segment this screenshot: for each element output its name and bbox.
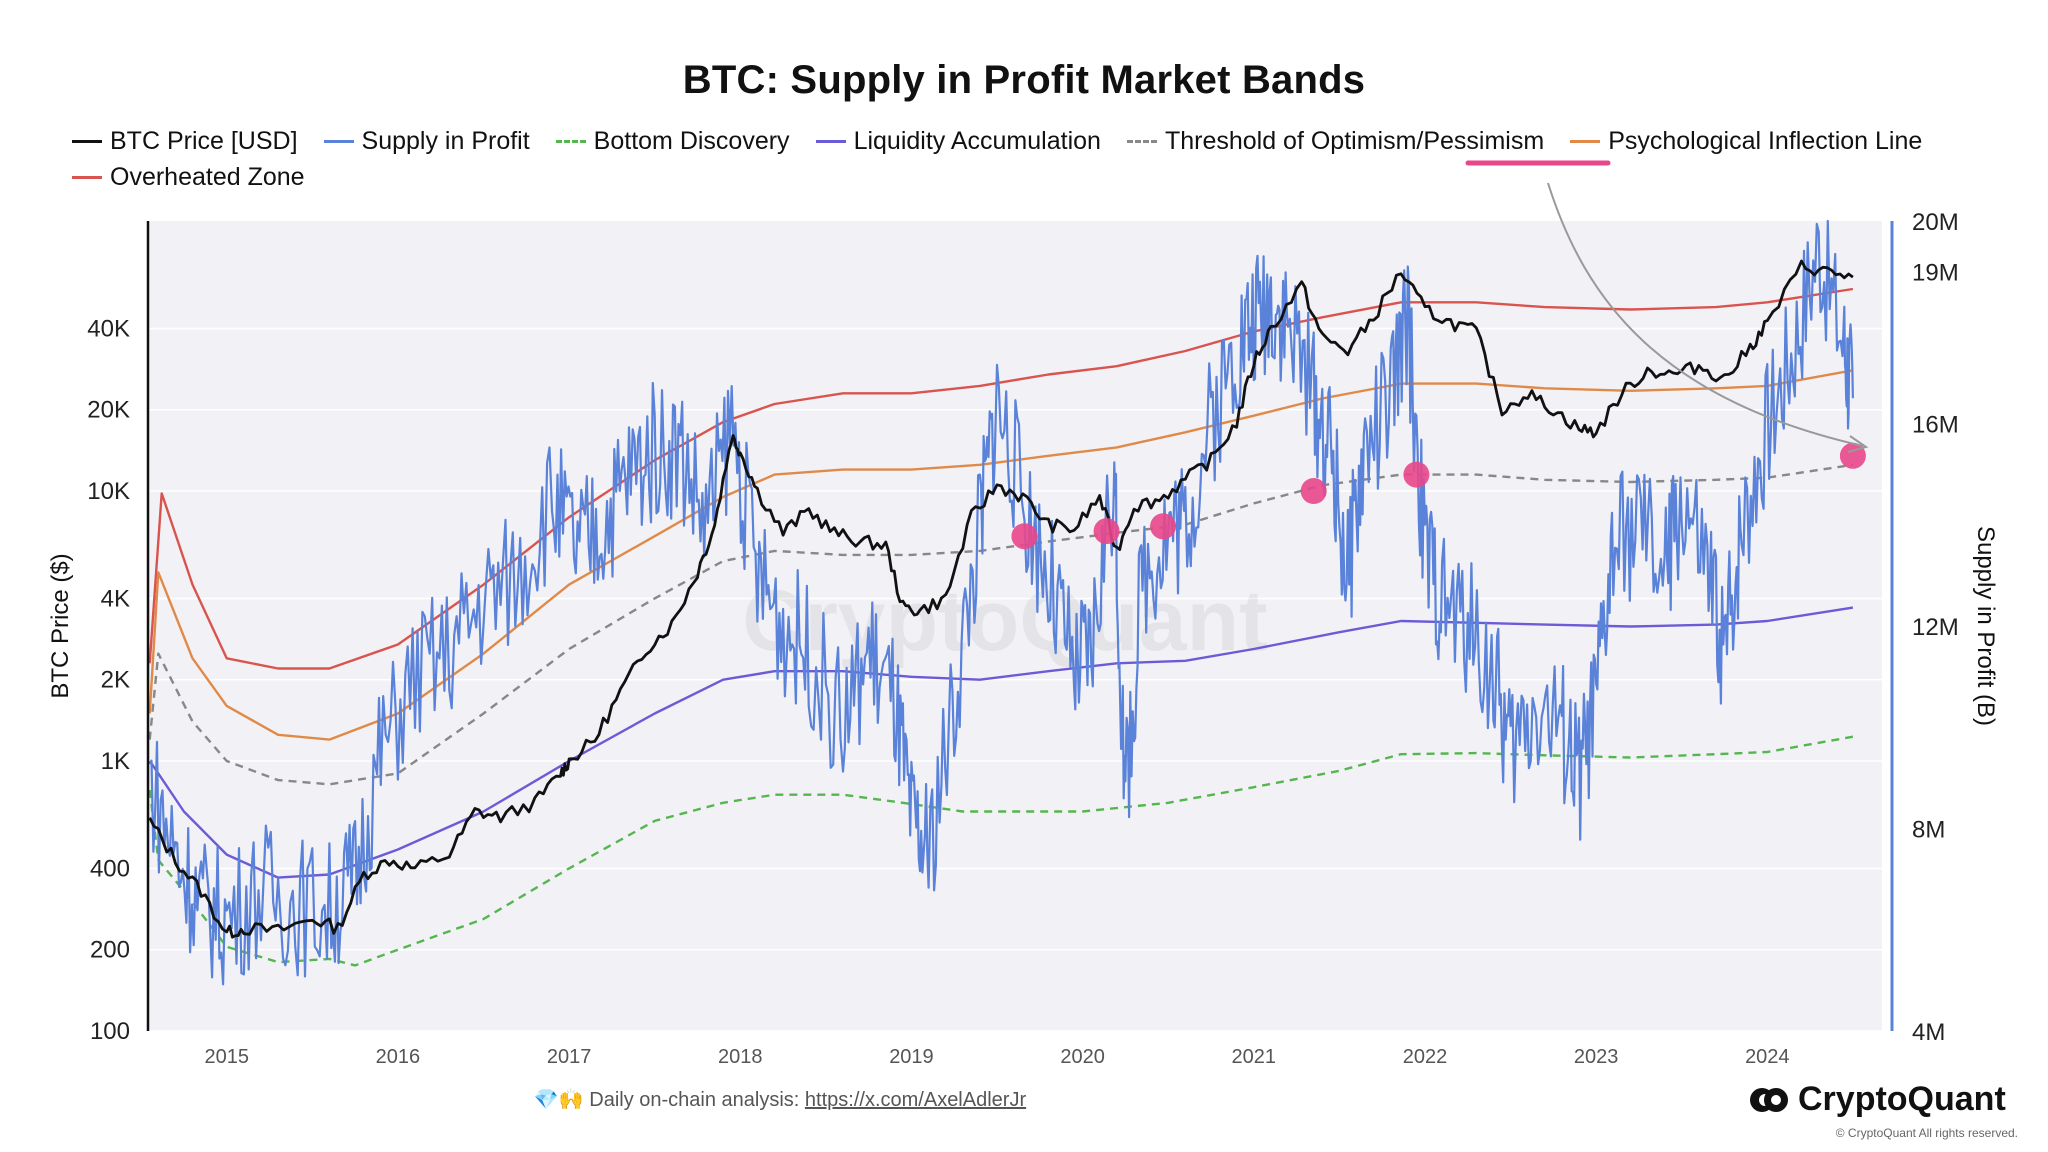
watermark: CryptoQuant — [742, 573, 1268, 669]
x-tick-2015: 2015 — [204, 1046, 249, 1068]
legend-swatch-liquidity-accumulation — [815, 139, 846, 143]
legend-item-psychological-inflection-line[interactable]: Psychological Inflection Line — [1570, 126, 1922, 156]
right-ticks: 20M 19M 16M 12M 8M 4M — [1912, 209, 1959, 1046]
y-right-tick-20m: 20M — [1912, 209, 1959, 236]
legend-label-bottom-discovery: Bottom Discovery — [593, 127, 790, 155]
x-tick-2024: 2024 — [1745, 1046, 1790, 1068]
highlight-point-3 — [1150, 513, 1177, 540]
y-right-tick-4m: 4M — [1912, 1019, 1945, 1046]
series-layer — [148, 219, 1854, 986]
highlight-point-5 — [1403, 461, 1430, 488]
legend-label-liquidity-accumulation: Liquidity Accumulation — [853, 127, 1101, 155]
series-line-btc-price-usd — [148, 259, 1854, 939]
x-ticks: 2015 2016 2017 2018 2019 2020 2021 2022 2023 2024 — [204, 1046, 1789, 1068]
x-tick-2022: 2022 — [1403, 1046, 1448, 1068]
annotation-arrow — [1547, 182, 1864, 447]
legend-item-supply-in-profit[interactable]: Supply in Profit — [323, 126, 530, 156]
y-left-tick-2k: 2K — [101, 667, 130, 694]
x-tick-2019: 2019 — [889, 1046, 934, 1068]
y-right-tick-12m: 12M — [1912, 614, 1959, 641]
y-right-axis-title: Supply in Profit (B) — [1972, 526, 1999, 726]
y-left-tick-4k: 4K — [101, 585, 130, 612]
legend-label-psychological-inflection-line: Psychological Inflection Line — [1608, 127, 1923, 155]
cryptoquant-logo-icon — [1750, 1087, 1788, 1112]
footer-link[interactable]: https://x.com/AxelAdlerJr — [804, 1089, 1027, 1111]
y-left-tick-40k: 40K — [87, 315, 130, 342]
highlight-point-4 — [1300, 478, 1327, 504]
x-tick-2020: 2020 — [1060, 1046, 1105, 1068]
y-right-tick-16m: 16M — [1912, 412, 1959, 439]
y-left-tick-200: 200 — [90, 937, 130, 964]
highlight-point-1 — [1011, 523, 1038, 550]
legend-swatch-btc-price-usd — [72, 139, 102, 143]
series-line-supply-in-profit — [148, 219, 1854, 986]
legend-item-overheated-zone[interactable]: Overheated Zone — [72, 162, 305, 192]
legend-label-overheated-zone: Overheated Zone — [110, 163, 305, 191]
copyright: © CryptoQuant All rights reserved. — [1835, 1126, 2018, 1140]
y-left-tick-1k: 1K — [101, 748, 130, 775]
series-line-psychological-inflection-line — [148, 369, 1854, 741]
y-left-axis-title: BTC Price ($) — [47, 553, 74, 698]
brand-name: CryptoQuant — [1798, 1080, 2006, 1118]
y-left-tick-10k: 10K — [87, 478, 130, 505]
footer-text: Daily on-chain analysis: — [589, 1089, 805, 1111]
legend-item-threshold-of-optimism-pessimism[interactable]: Threshold of Optimism/Pessimism — [1126, 126, 1545, 156]
series-line-threshold-of-optimism-pessimism — [148, 463, 1854, 786]
brand-logo: CryptoQuant — [1748, 1080, 2006, 1119]
x-tick-2018: 2018 — [718, 1046, 763, 1068]
x-tick-2023: 2023 — [1574, 1046, 1619, 1068]
legend: BTC Price [USD] Supply in Profit Bottom Di… — [72, 126, 2002, 192]
x-tick-2016: 2016 — [376, 1046, 421, 1068]
series-line-liquidity-accumulation — [148, 606, 1854, 879]
y-left-tick-20k: 20K — [87, 397, 130, 424]
legend-label-threshold-of-optimism-pessimism: Threshold of Optimism/Pessimism — [1164, 127, 1545, 155]
legend-swatch-supply-in-profit — [323, 139, 354, 143]
x-tick-2017: 2017 — [547, 1046, 592, 1068]
footer-icons: 💎🙌 — [533, 1089, 584, 1111]
legend-label-btc-price-usd: BTC Price [USD] — [110, 127, 298, 155]
legend-item-btc-price-usd[interactable]: BTC Price [USD] — [72, 126, 298, 156]
x-tick-2021: 2021 — [1232, 1046, 1277, 1068]
annotation-arrow-head — [1847, 435, 1869, 453]
legend-item-bottom-discovery[interactable]: Bottom Discovery — [555, 126, 790, 156]
y-right-tick-19m: 19M — [1912, 260, 1959, 287]
legend-swatch-overheated-zone — [72, 175, 102, 179]
legend-item-liquidity-accumulation[interactable]: Liquidity Accumulation — [815, 126, 1101, 156]
chart-title: BTC: Supply in Profit Market Bands — [682, 58, 1366, 102]
legend-swatch-psychological-inflection-line — [1570, 139, 1601, 143]
left-ticks: 40K 20K 10K 4K 2K 1K 400 200 100 — [87, 315, 130, 1045]
legend-label-supply-in-profit: Supply in Profit — [361, 127, 530, 155]
legend-swatch-bottom-discovery — [555, 139, 586, 143]
highlight-point-2 — [1093, 518, 1120, 545]
y-left-tick-400: 400 — [90, 855, 130, 882]
y-left-tick-100: 100 — [90, 1018, 130, 1045]
y-right-tick-8m: 8M — [1912, 817, 1945, 844]
legend-swatch-threshold-of-optimism-pessimism — [1126, 139, 1157, 143]
series-line-overheated-zone — [148, 287, 1854, 670]
footer-line: 💎🙌 Daily on-chain analysis: https://x.co… — [0, 1087, 1560, 1112]
